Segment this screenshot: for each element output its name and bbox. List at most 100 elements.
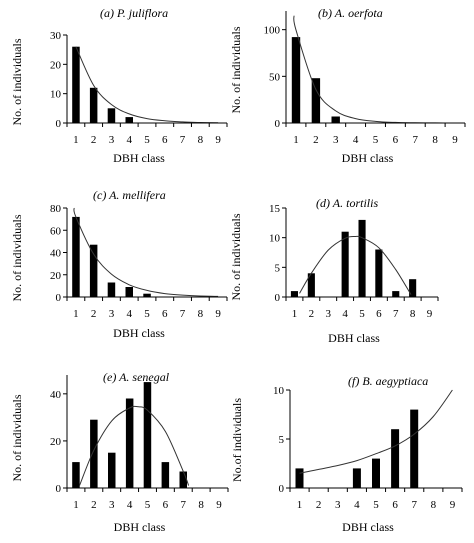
panel-a-trend-line	[75, 46, 219, 124]
panel-d-x-tick-label: 9	[427, 308, 433, 320]
panel-e-x-tick-label: 4	[127, 499, 133, 511]
panel-a-x-tick-label: 1	[73, 134, 79, 146]
panel-d-bar-7	[392, 291, 400, 297]
panel-f-bar-1	[295, 468, 304, 488]
panel-f-y-tick-label: 5	[279, 434, 285, 446]
panel-e-x-tick-label: 5	[145, 499, 151, 511]
panel-f-x-tick-label: 8	[431, 499, 437, 511]
panel-c-x-tick-label: 8	[198, 308, 204, 320]
panel-d-x-tick-label: 2	[309, 308, 315, 320]
panel-e-x-tick-label: 3	[109, 499, 115, 511]
panel-e-bar-4	[125, 398, 134, 488]
panel-c-y-tick-label: 80	[50, 203, 62, 215]
panel-f-x-tick-label: 3	[335, 499, 341, 511]
panel-d-x-tick-label: 7	[393, 308, 399, 320]
panel-b-y-axis-label: No. of individuals	[229, 26, 243, 113]
panel-a-x-tick-label: 5	[144, 134, 150, 146]
panel-d-bar-4	[341, 231, 349, 297]
panel-a-y-tick-label: 20	[50, 59, 62, 71]
panel-b-x-tick-label: 4	[353, 134, 359, 146]
panel-b-x-tick-label: 7	[413, 134, 419, 146]
panel-e-bar-1	[72, 462, 80, 488]
panel-a-y-tick-label: 30	[50, 30, 62, 42]
panel-f-y-tick-label: 10	[273, 385, 285, 397]
panel-b-title: (b) A. oerfota	[318, 6, 383, 20]
panel-d-y-tick-label: 0	[275, 292, 281, 304]
panel-f-y-tick-label: 0	[279, 483, 285, 495]
panel-a-x-tick-label: 6	[162, 134, 168, 146]
panel-d-x-tick-label: 5	[359, 308, 365, 320]
panel-c-y-tick-label: 0	[56, 292, 62, 304]
panel-e-title: (e) A. senegal	[103, 370, 170, 384]
panel-f-x-tick-label: 4	[354, 499, 360, 511]
panel-b-x-tick-label: 9	[452, 134, 458, 146]
panel-f-x-tick-label: 5	[373, 499, 379, 511]
panel-b-y-tick-label: 100	[264, 25, 281, 37]
panel-c-y-tick-label: 40	[50, 248, 62, 260]
panel-d-y-tick-label: 5	[275, 262, 281, 274]
panel-d-x-tick-label: 4	[342, 308, 348, 320]
panel-b-x-tick-label: 6	[393, 134, 399, 146]
panel-d-bar-6	[375, 249, 383, 297]
panel-d-x-axis-label: DBH class	[328, 331, 380, 345]
panel-f-trend-line	[299, 389, 453, 474]
panel-c-bar-3	[107, 282, 116, 297]
panel-d-y-tick-label: 10	[269, 233, 281, 245]
panel-a-x-axis-label: DBH class	[113, 151, 165, 165]
panel-c-x-tick-label: 7	[180, 308, 186, 320]
panel-f-bar-7	[410, 409, 419, 488]
panel-e-bar-6	[161, 462, 170, 488]
panel-f-x-tick-label: 9	[450, 499, 456, 511]
panel-c-x-tick-label: 5	[144, 308, 150, 320]
panel-a-y-axis-label: No. of individuals	[10, 38, 24, 125]
panel-a-bar-3	[107, 108, 116, 123]
panel-f-bar-6	[391, 429, 400, 488]
panel-b-y-tick-label: 50	[269, 71, 281, 83]
panel-a-y-tick-label: 10	[50, 89, 62, 101]
panel-f-y-axis-label: No.of individuals	[230, 398, 244, 482]
panel-d-x-tick-label: 8	[410, 308, 416, 320]
panel-a-x-tick-label: 7	[180, 134, 186, 146]
panel-c-bar-5	[143, 293, 151, 297]
panel-f-x-tick-label: 7	[411, 499, 417, 511]
panel-e-y-tick-label: 20	[50, 436, 62, 448]
panel-d-bar-5	[358, 219, 366, 297]
panel-e-trend-line	[79, 405, 190, 486]
panel-e-bar-5	[143, 382, 152, 488]
panel-a-x-tick-label: 3	[109, 134, 115, 146]
panel-a-y-tick-label: 0	[56, 118, 62, 130]
panel-c-x-axis-label: DBH class	[113, 326, 165, 340]
panel-b-bar-2	[311, 78, 321, 123]
panel-a-bar-1	[72, 46, 80, 124]
panel-b-x-tick-label: 1	[293, 134, 299, 146]
panel-e-x-tick-label: 2	[91, 499, 97, 511]
panel-c-x-tick-label: 4	[126, 308, 132, 320]
panel-e-y-tick-label: 40	[50, 389, 62, 401]
panel-c-y-axis-label: No. of individuals	[10, 214, 24, 301]
panel-c-x-tick-label: 6	[162, 308, 168, 320]
panel-b-x-tick-label: 8	[432, 134, 438, 146]
panel-f-x-tick-label: 1	[297, 499, 303, 511]
panel-d-x-tick-label: 6	[376, 308, 382, 320]
panel-c-bar-1	[72, 216, 80, 297]
panel-a-x-tick-label: 4	[126, 134, 132, 146]
panel-c-bar-4	[125, 287, 133, 297]
panel-e-x-tick-label: 1	[73, 499, 79, 511]
panel-e-bar-2	[90, 419, 98, 488]
panel-c-x-tick-label: 1	[73, 308, 79, 320]
panel-a-bar-2	[89, 87, 98, 123]
panel-e-x-tick-label: 6	[163, 499, 169, 511]
panel-b-x-tick-label: 2	[313, 134, 319, 146]
panel-d-trend-line	[299, 235, 412, 295]
panel-b-x-tick-label: 5	[373, 134, 379, 146]
panel-a-x-tick-label: 8	[198, 134, 204, 146]
panel-b-bar-1	[291, 37, 301, 123]
panel-e-x-tick-label: 7	[181, 499, 187, 511]
panel-c-bar-2	[89, 244, 98, 297]
panel-c-x-tick-label: 2	[91, 308, 97, 320]
panel-c-x-tick-label: 9	[215, 308, 221, 320]
panel-a-x-tick-label: 9	[215, 134, 221, 146]
panel-e-y-tick-label: 0	[56, 483, 62, 495]
panel-e-x-tick-label: 9	[216, 499, 222, 511]
